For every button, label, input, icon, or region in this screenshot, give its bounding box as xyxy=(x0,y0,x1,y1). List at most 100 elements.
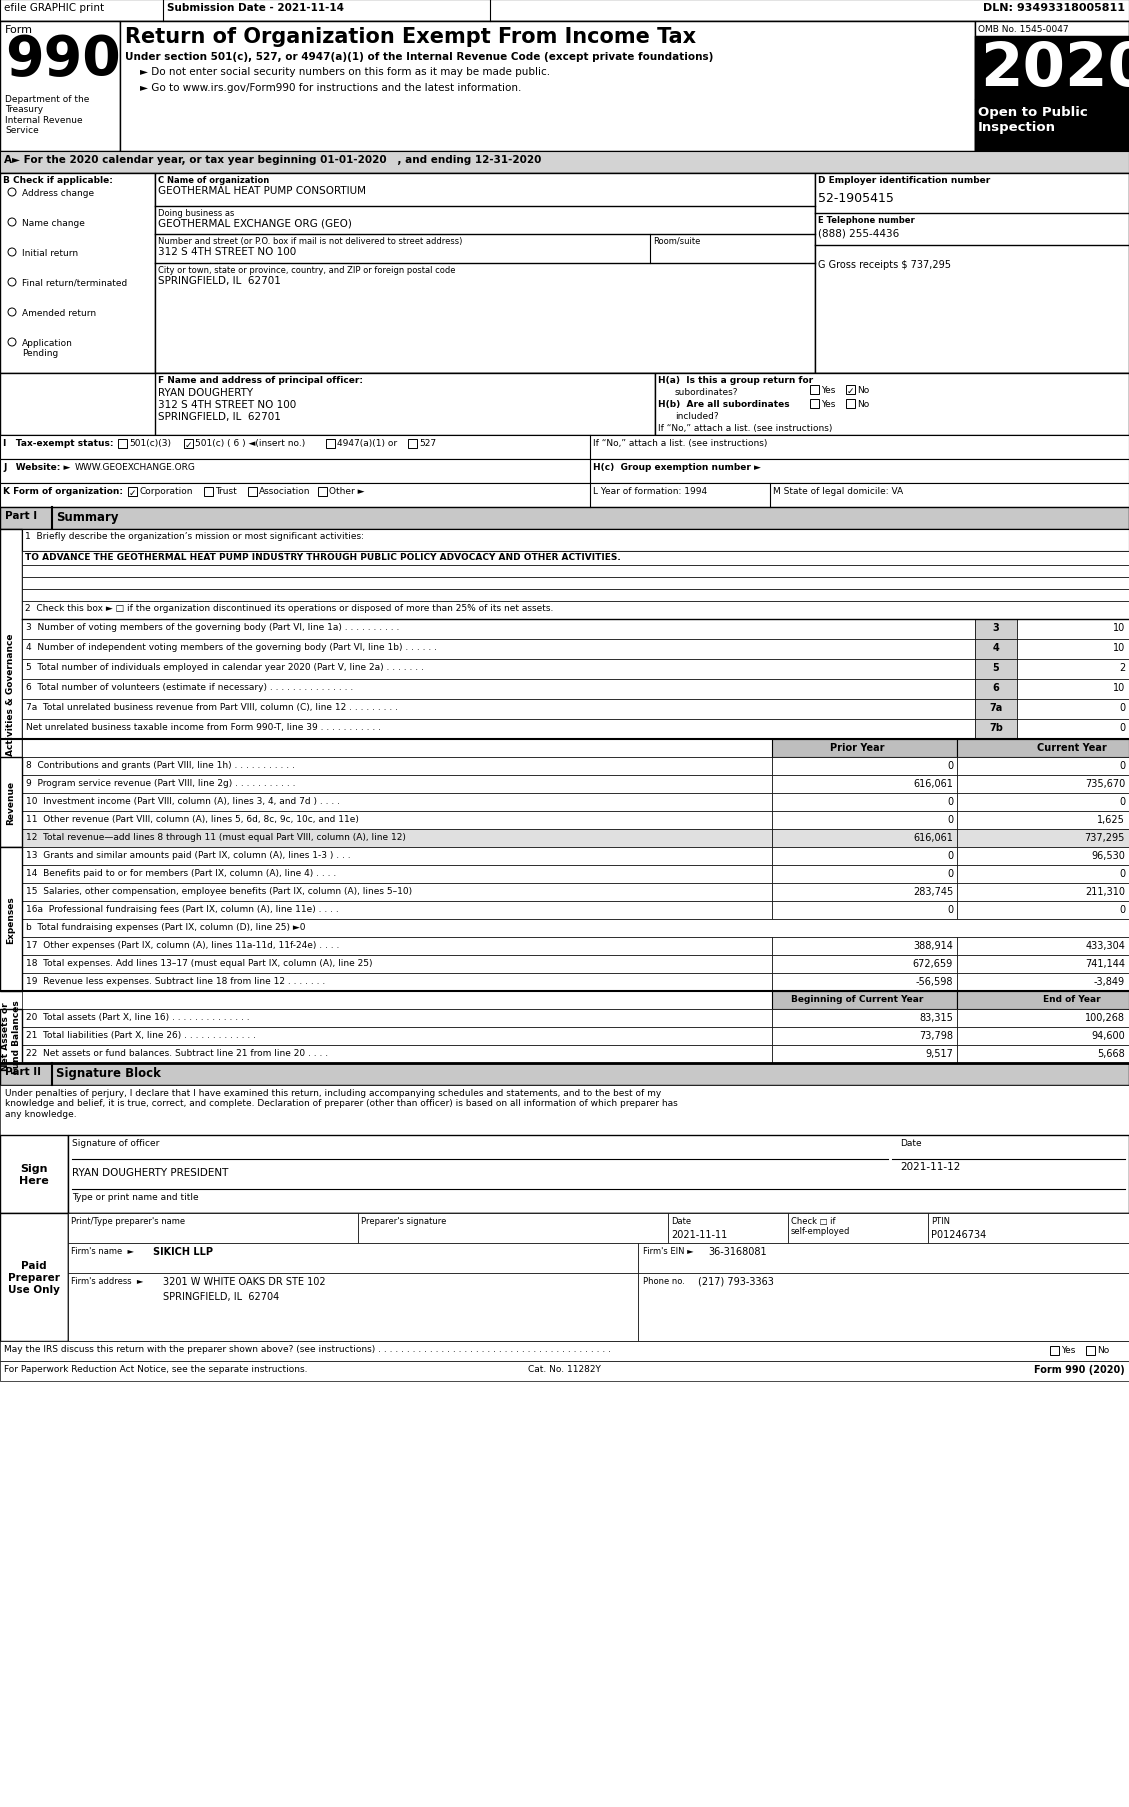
Text: Trust: Trust xyxy=(215,486,237,495)
Text: Initial return: Initial return xyxy=(21,249,78,258)
Text: B Check if applicable:: B Check if applicable: xyxy=(3,175,113,184)
Text: 0: 0 xyxy=(947,815,953,824)
Text: 5  Total number of individuals employed in calendar year 2020 (Part V, line 2a) : 5 Total number of individuals employed i… xyxy=(26,663,423,672)
Bar xyxy=(0,22,1129,152)
Text: Activities & Governance: Activities & Governance xyxy=(7,634,16,755)
Text: 18  Total expenses. Add lines 13–17 (must equal Part IX, column (A), line 25): 18 Total expenses. Add lines 13–17 (must… xyxy=(26,958,373,967)
Bar xyxy=(68,1212,358,1243)
Text: SPRINGFIELD, IL  62701: SPRINGFIELD, IL 62701 xyxy=(158,276,281,286)
Bar xyxy=(326,439,335,448)
Text: 616,061: 616,061 xyxy=(913,833,953,842)
Text: 7a  Total unrelated business revenue from Part VIII, column (C), line 12 . . . .: 7a Total unrelated business revenue from… xyxy=(26,703,399,712)
Text: 312 S 4TH STREET NO 100: 312 S 4TH STREET NO 100 xyxy=(158,248,296,257)
Text: b  Total fundraising expenses (Part IX, column (D), line 25) ►0: b Total fundraising expenses (Part IX, c… xyxy=(26,923,306,931)
Bar xyxy=(318,488,327,497)
Text: 83,315: 83,315 xyxy=(919,1012,953,1023)
Text: 36-3168081: 36-3168081 xyxy=(708,1247,767,1256)
Bar xyxy=(0,757,21,847)
Bar xyxy=(928,1212,1129,1243)
Text: Date: Date xyxy=(671,1216,691,1225)
Bar xyxy=(957,757,1129,775)
Text: Summary: Summary xyxy=(56,511,119,524)
Bar xyxy=(1017,719,1129,739)
Bar xyxy=(957,739,1129,757)
Text: -56,598: -56,598 xyxy=(916,976,953,987)
Bar xyxy=(21,956,772,974)
Text: 12  Total revenue—add lines 8 through 11 (must equal Part VIII, column (A), line: 12 Total revenue—add lines 8 through 11 … xyxy=(26,833,405,842)
Bar xyxy=(0,1212,68,1341)
Text: No: No xyxy=(857,385,869,394)
Bar xyxy=(21,602,1129,620)
Text: Return of Organization Exempt From Income Tax: Return of Organization Exempt From Incom… xyxy=(125,27,697,47)
Bar xyxy=(957,884,1129,902)
Bar xyxy=(21,757,772,775)
Text: 7a: 7a xyxy=(989,703,1003,712)
Bar xyxy=(0,173,155,374)
Text: included?: included? xyxy=(675,412,719,421)
Text: ► Go to www.irs.gov/Form990 for instructions and the latest information.: ► Go to www.irs.gov/Form990 for instruct… xyxy=(140,83,522,92)
Text: C Name of organization: C Name of organization xyxy=(158,175,269,184)
Text: efile GRAPHIC print: efile GRAPHIC print xyxy=(5,4,104,13)
Text: 73,798: 73,798 xyxy=(919,1030,953,1041)
Bar xyxy=(655,374,1129,435)
Text: (888) 255-4436: (888) 255-4436 xyxy=(819,228,900,239)
Bar xyxy=(668,1212,788,1243)
Text: 100,268: 100,268 xyxy=(1085,1012,1124,1023)
Bar xyxy=(957,866,1129,884)
Bar xyxy=(248,488,257,497)
Bar xyxy=(772,775,957,793)
Bar xyxy=(772,938,957,956)
Bar xyxy=(975,22,1129,152)
Bar xyxy=(408,439,417,448)
Bar xyxy=(975,699,1017,719)
Bar xyxy=(68,1274,638,1341)
Bar xyxy=(1017,620,1129,640)
Text: End of Year: End of Year xyxy=(1043,994,1101,1003)
Text: L Year of formation: 1994: L Year of formation: 1994 xyxy=(593,486,707,495)
Bar xyxy=(21,775,772,793)
Text: 737,295: 737,295 xyxy=(1085,833,1124,842)
Text: 735,670: 735,670 xyxy=(1085,779,1124,788)
Text: 3201 W WHITE OAKS DR STE 102: 3201 W WHITE OAKS DR STE 102 xyxy=(163,1276,325,1287)
Bar xyxy=(21,1010,772,1028)
Text: Net Assets or
Fund Balances: Net Assets or Fund Balances xyxy=(1,999,20,1073)
Text: 5: 5 xyxy=(992,663,999,672)
Text: Check □ if
self-employed: Check □ if self-employed xyxy=(791,1216,850,1236)
Bar xyxy=(120,22,975,152)
Text: 11  Other revenue (Part VIII, column (A), lines 5, 6d, 8c, 9c, 10c, and 11e): 11 Other revenue (Part VIII, column (A),… xyxy=(26,815,359,824)
Text: GEOTHERMAL HEAT PUMP CONSORTIUM: GEOTHERMAL HEAT PUMP CONSORTIUM xyxy=(158,186,366,195)
Text: F Name and address of principal officer:: F Name and address of principal officer: xyxy=(158,376,364,385)
Bar xyxy=(21,811,772,829)
Bar xyxy=(638,1243,1129,1274)
Text: RYAN DOUGHERTY PRESIDENT: RYAN DOUGHERTY PRESIDENT xyxy=(72,1167,228,1178)
Text: 16a  Professional fundraising fees (Part IX, column (A), line 11e) . . . .: 16a Professional fundraising fees (Part … xyxy=(26,905,339,914)
Text: 94,600: 94,600 xyxy=(1092,1030,1124,1041)
Text: 672,659: 672,659 xyxy=(912,958,953,969)
Text: 0: 0 xyxy=(947,905,953,914)
Text: 21  Total liabilities (Part X, line 26) . . . . . . . . . . . . .: 21 Total liabilities (Part X, line 26) .… xyxy=(26,1030,256,1039)
Bar xyxy=(184,439,193,448)
Text: Part I: Part I xyxy=(5,511,37,520)
Bar xyxy=(957,1046,1129,1063)
Bar xyxy=(0,1063,1129,1086)
Bar xyxy=(0,22,120,152)
Text: 312 S 4TH STREET NO 100: 312 S 4TH STREET NO 100 xyxy=(158,399,296,410)
Text: Firm's address  ►: Firm's address ► xyxy=(71,1276,143,1285)
Text: 10  Investment income (Part VIII, column (A), lines 3, 4, and 7d ) . . . .: 10 Investment income (Part VIII, column … xyxy=(26,797,340,806)
Text: 52-1905415: 52-1905415 xyxy=(819,192,894,204)
Text: Signature of officer: Signature of officer xyxy=(72,1138,159,1147)
Bar xyxy=(358,1212,668,1243)
Text: 283,745: 283,745 xyxy=(912,887,953,896)
Text: ► Do not enter social security numbers on this form as it may be made public.: ► Do not enter social security numbers o… xyxy=(140,67,550,78)
Text: P01246734: P01246734 xyxy=(931,1229,987,1240)
Text: 8  Contributions and grants (Part VIII, line 1h) . . . . . . . . . . .: 8 Contributions and grants (Part VIII, l… xyxy=(26,761,295,770)
Text: J   Website: ►: J Website: ► xyxy=(3,463,70,472)
Text: K Form of organization:: K Form of organization: xyxy=(3,486,123,495)
Text: 22  Net assets or fund balances. Subtract line 21 from line 20 . . . .: 22 Net assets or fund balances. Subtract… xyxy=(26,1048,329,1057)
Bar xyxy=(0,1361,1129,1381)
Bar xyxy=(21,1046,772,1063)
Bar xyxy=(119,439,126,448)
Text: 2021-11-12: 2021-11-12 xyxy=(900,1162,961,1171)
Bar xyxy=(957,775,1129,793)
Bar xyxy=(21,902,772,920)
